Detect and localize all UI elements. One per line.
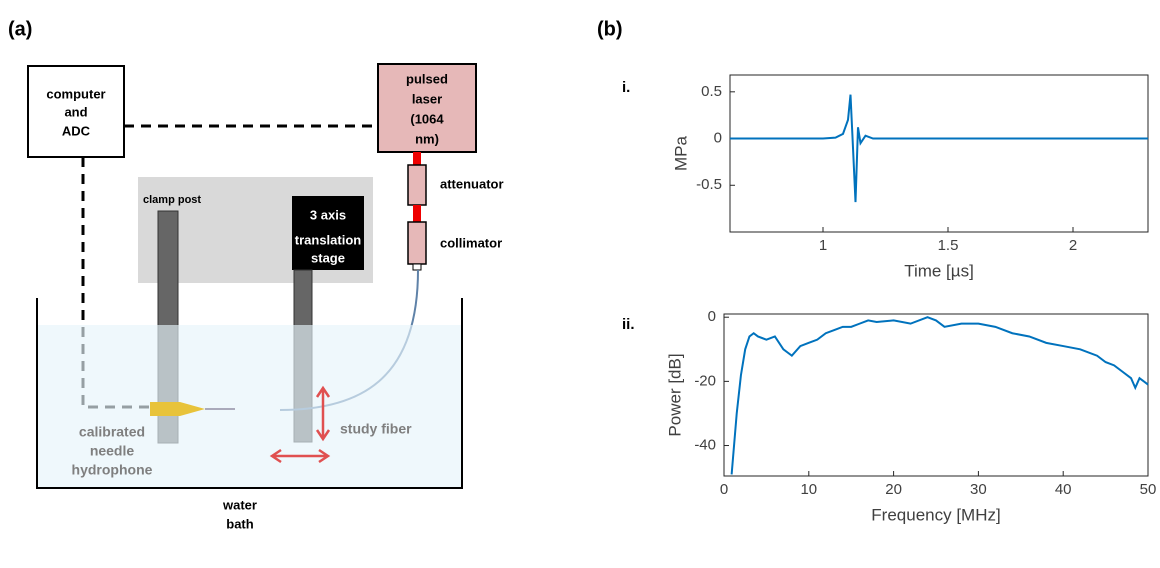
y-axis-label: MPa <box>671 135 690 171</box>
x-tick-label: 1 <box>819 237 827 254</box>
laser-label: (1064 <box>410 111 444 126</box>
x-tick-label: 0 <box>720 481 728 498</box>
y-axis-label: Power [dB] <box>665 353 684 436</box>
x-axis-label: Time [µs] <box>904 261 974 280</box>
x-tick-label: 50 <box>1140 481 1157 498</box>
motion-arrows <box>269 385 331 464</box>
collimator <box>407 221 427 265</box>
fiber-label: study fiber <box>340 421 412 437</box>
stage-label: 3 axis <box>310 207 346 222</box>
collimator-label: collimator <box>440 235 502 250</box>
data-line <box>730 316 1149 475</box>
computer-box <box>27 65 125 158</box>
attenuator-label: attenuator <box>440 176 504 191</box>
hydrophone-label: calibrated <box>79 424 145 440</box>
computer-label: computer <box>46 86 105 101</box>
hydrophone-label: hydrophone <box>72 462 153 478</box>
beam <box>413 152 421 165</box>
plot-frame <box>729 74 1149 233</box>
clamp-label: clamp post <box>143 194 201 206</box>
laser-label: nm) <box>415 131 439 146</box>
y-tick-label: -40 <box>694 436 716 453</box>
laser-label: laser <box>412 91 442 106</box>
water <box>38 325 461 487</box>
computer-label: and <box>64 104 87 119</box>
x-tick-label: 1.5 <box>938 237 959 254</box>
subpanel-label: i. <box>622 79 630 96</box>
y-tick-label: 0.5 <box>701 83 722 100</box>
laser-box <box>377 63 477 153</box>
bath-label: water <box>222 497 257 512</box>
panel-label: (a) <box>8 18 32 40</box>
tank <box>36 298 463 489</box>
x-tick-label: 30 <box>970 481 987 498</box>
data-line <box>730 94 1148 203</box>
y-tick-label: -20 <box>694 372 716 389</box>
y-tick-label: 0 <box>708 308 716 325</box>
beam <box>413 205 421 222</box>
attenuator <box>407 164 427 206</box>
panel-label: (b) <box>597 18 623 40</box>
y-tick-label: 0 <box>714 130 722 147</box>
x-tick-label: 10 <box>800 481 817 498</box>
connector <box>412 263 422 271</box>
laser-label: pulsed <box>406 71 448 86</box>
stage-box <box>292 196 364 270</box>
x-tick-label: 40 <box>1055 481 1072 498</box>
computer-label: ADC <box>62 123 91 138</box>
plot-frame <box>723 313 1149 477</box>
stage-label: translation <box>295 232 362 247</box>
hydrophone-label: needle <box>90 443 135 459</box>
x-tick-label: 2 <box>1069 237 1077 254</box>
x-axis-label: Frequency [MHz] <box>871 505 1000 524</box>
stage-label: stage <box>311 250 345 265</box>
bath-label: bath <box>226 516 254 531</box>
y-tick-label: -0.5 <box>696 176 722 193</box>
subpanel-label: ii. <box>622 316 635 333</box>
hydrophone <box>150 402 205 416</box>
x-tick-label: 20 <box>885 481 902 498</box>
